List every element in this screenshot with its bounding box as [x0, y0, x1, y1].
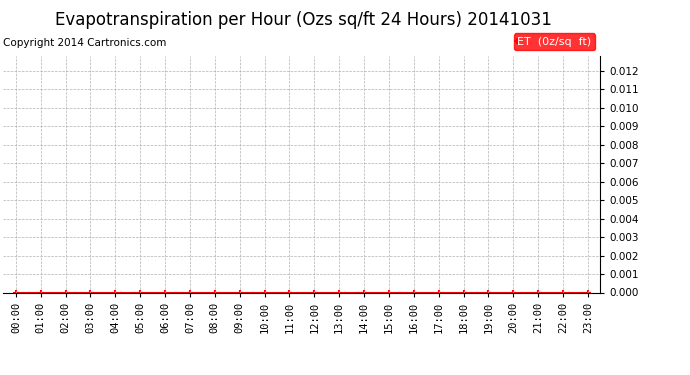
ET  (0z/sq  ft)	[335, 290, 344, 295]
ET  (0z/sq  ft)	[310, 290, 319, 295]
ET  (0z/sq  ft)	[385, 290, 393, 295]
ET  (0z/sq  ft)	[360, 290, 368, 295]
ET  (0z/sq  ft)	[559, 290, 567, 295]
ET  (0z/sq  ft)	[410, 290, 418, 295]
ET  (0z/sq  ft)	[161, 290, 169, 295]
ET  (0z/sq  ft)	[285, 290, 293, 295]
Line: ET  (0z/sq  ft): ET (0z/sq ft)	[12, 289, 591, 296]
ET  (0z/sq  ft)	[136, 290, 144, 295]
ET  (0z/sq  ft)	[484, 290, 493, 295]
ET  (0z/sq  ft)	[260, 290, 268, 295]
ET  (0z/sq  ft)	[37, 290, 45, 295]
Text: Copyright 2014 Cartronics.com: Copyright 2014 Cartronics.com	[3, 38, 167, 48]
ET  (0z/sq  ft)	[186, 290, 194, 295]
ET  (0z/sq  ft)	[210, 290, 219, 295]
ET  (0z/sq  ft)	[534, 290, 542, 295]
ET  (0z/sq  ft)	[584, 290, 592, 295]
ET  (0z/sq  ft)	[61, 290, 70, 295]
ET  (0z/sq  ft)	[86, 290, 95, 295]
Legend: ET  (0z/sq  ft): ET (0z/sq ft)	[514, 33, 595, 50]
ET  (0z/sq  ft)	[12, 290, 20, 295]
ET  (0z/sq  ft)	[111, 290, 119, 295]
ET  (0z/sq  ft)	[460, 290, 468, 295]
Text: Evapotranspiration per Hour (Ozs sq/ft 24 Hours) 20141031: Evapotranspiration per Hour (Ozs sq/ft 2…	[55, 11, 552, 29]
ET  (0z/sq  ft)	[235, 290, 244, 295]
ET  (0z/sq  ft)	[509, 290, 518, 295]
ET  (0z/sq  ft)	[435, 290, 443, 295]
